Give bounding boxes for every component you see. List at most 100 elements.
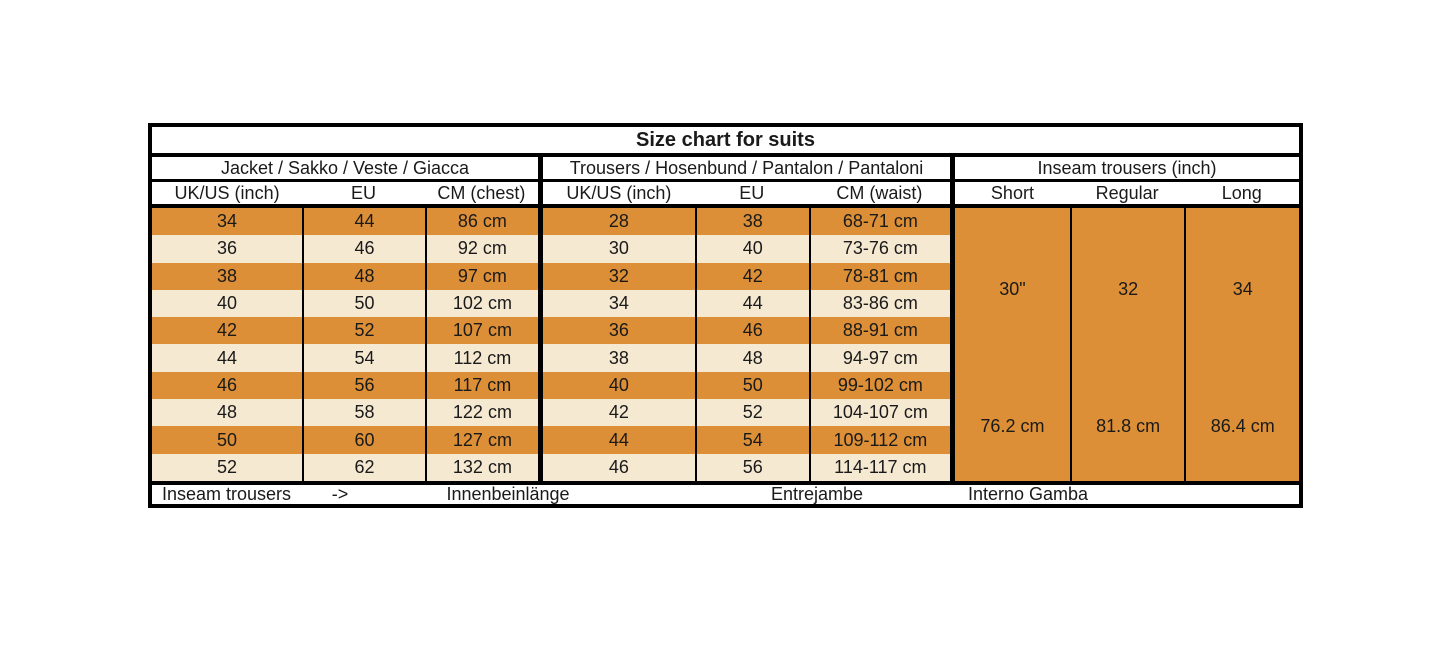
table-row: 38 48 97 cm xyxy=(152,262,538,290)
column-header: EU xyxy=(739,182,765,203)
table-cell: 52 xyxy=(302,317,425,345)
inseam-cm-value: 76.2 cm xyxy=(980,415,1045,436)
table-cell: 28 xyxy=(608,211,629,232)
table-row: 34 44 86 cm xyxy=(152,208,538,236)
table-cell: 60 xyxy=(302,426,425,454)
table-cell: 34 xyxy=(217,211,238,232)
table-row: 38 48 94-97 cm xyxy=(543,344,950,372)
table-cell: 56 xyxy=(302,371,425,400)
inseam-section: Inseam trousers (inch) Short Regular Lon… xyxy=(950,157,1299,481)
inseam-cm-value: 86.4 cm xyxy=(1210,415,1275,436)
inseam-column-long: 34 86.4 cm xyxy=(1184,208,1299,481)
table-row: 44 54 109-112 cm xyxy=(543,426,950,454)
table-cell: 58 xyxy=(302,399,425,427)
table-cell: 109-112 cm xyxy=(808,426,950,454)
table-row: 40 50 102 cm xyxy=(152,289,538,318)
column-header: CM (chest) xyxy=(437,182,526,203)
jacket-rows: 34 44 86 cm 36 46 92 cm 38 48 97 cm 40 50 102 cm 42 5… xyxy=(152,208,538,481)
footer-translations-row: Inseam trousers -> Innenbeinlänge Entrej… xyxy=(152,481,1299,504)
table-row: 32 42 78-81 cm xyxy=(543,262,950,290)
table-cell: 88-91 cm xyxy=(808,317,950,345)
inseam-column-short: 30" 76.2 cm xyxy=(955,208,1070,481)
table-row: 42 52 107 cm xyxy=(152,317,538,345)
table-cell: 86 cm xyxy=(424,208,538,236)
table-row: 46 56 117 cm xyxy=(152,371,538,400)
table-cell: 52 xyxy=(694,399,809,427)
table-row: 52 62 132 cm xyxy=(152,453,538,481)
table-cell: 50 xyxy=(694,371,809,400)
jacket-section: Jacket / Sakko / Veste / Giacca UK/US (i… xyxy=(152,157,538,481)
trousers-column-headers: UK/US (inch) EU CM (waist) xyxy=(543,182,950,208)
table-cell: 54 xyxy=(302,344,425,372)
table-cell: 52 xyxy=(217,456,238,477)
table-cell: 104-107 cm xyxy=(808,399,950,427)
table-cell: 42 xyxy=(694,262,809,290)
table-row: 36 46 92 cm xyxy=(152,235,538,263)
table-cell: 38 xyxy=(694,208,809,236)
column-header: UK/US (inch) xyxy=(566,182,672,203)
table-cell: 36 xyxy=(217,238,238,259)
table-row: 40 50 99-102 cm xyxy=(543,371,950,400)
table-cell: 50 xyxy=(217,429,238,450)
table-cell: 42 xyxy=(608,402,629,423)
inseam-body: 30" 76.2 cm 32 81.8 cm 34 86.4 cm xyxy=(955,208,1299,481)
column-header: UK/US (inch) xyxy=(174,182,280,203)
footer-arrow: -> xyxy=(331,484,349,504)
table-cell: 30 xyxy=(608,238,629,259)
table-cell: 36 xyxy=(608,320,629,341)
table-row: 30 40 73-76 cm xyxy=(543,235,950,263)
table-cell: 46 xyxy=(302,235,425,263)
table-cell: 117 cm xyxy=(424,371,538,400)
footer-label-innenbeinlaenge: Innenbeinlänge xyxy=(446,484,570,504)
table-cell: 44 xyxy=(217,347,238,368)
table-cell: 68-71 cm xyxy=(808,208,950,236)
size-chart-table: Size chart for suits Jacket / Sakko / Ve… xyxy=(148,123,1303,508)
table-cell: 42 xyxy=(217,320,238,341)
table-cell: 56 xyxy=(694,453,809,481)
table-cell: 46 xyxy=(608,456,629,477)
table-cell: 48 xyxy=(302,262,425,290)
table-row: 44 54 112 cm xyxy=(152,344,538,372)
footer-label-entrejambe: Entrejambe xyxy=(770,484,864,504)
inseam-inch-value: 32 xyxy=(1118,279,1139,300)
table-row: 48 58 122 cm xyxy=(152,399,538,427)
table-cell: 48 xyxy=(217,402,238,423)
table-cell: 40 xyxy=(608,374,629,395)
column-header: Short xyxy=(990,182,1034,203)
table-cell: 44 xyxy=(608,429,629,450)
column-header: CM (waist) xyxy=(836,182,923,203)
table-row: 34 44 83-86 cm xyxy=(543,289,950,318)
inseam-column-headers: Short Regular Long xyxy=(955,182,1299,208)
table-cell: 34 xyxy=(608,293,629,314)
table-cell: 99-102 cm xyxy=(808,371,950,400)
table-cell: 92 cm xyxy=(424,235,538,263)
table-cell: 46 xyxy=(217,374,238,395)
inseam-inch-value: 30" xyxy=(999,279,1026,300)
table-title: Size chart for suits xyxy=(152,127,1299,157)
jacket-section-title: Jacket / Sakko / Veste / Giacca xyxy=(152,157,538,182)
inseam-column-regular: 32 81.8 cm xyxy=(1069,208,1185,481)
table-cell: 48 xyxy=(694,344,809,372)
table-sections: Jacket / Sakko / Veste / Giacca UK/US (i… xyxy=(152,157,1299,481)
table-row: 50 60 127 cm xyxy=(152,426,538,454)
table-cell: 50 xyxy=(302,289,425,318)
inseam-section-title: Inseam trousers (inch) xyxy=(955,157,1299,182)
table-cell: 40 xyxy=(217,293,238,314)
footer-label-interno-gamba: Interno Gamba xyxy=(967,484,1089,504)
table-cell: 114-117 cm xyxy=(808,453,950,481)
table-cell: 127 cm xyxy=(424,426,538,454)
table-cell: 94-97 cm xyxy=(808,344,950,372)
table-cell: 83-86 cm xyxy=(808,289,950,318)
table-cell: 132 cm xyxy=(424,453,538,481)
table-cell: 38 xyxy=(608,347,629,368)
jacket-column-headers: UK/US (inch) EU CM (chest) xyxy=(152,182,538,208)
inseam-inch-value: 34 xyxy=(1232,279,1253,300)
table-row: 46 56 114-117 cm xyxy=(543,453,950,481)
trousers-section: Trousers / Hosenbund / Pantalon / Pantal… xyxy=(538,157,950,481)
inseam-cm-value: 81.8 cm xyxy=(1096,415,1161,436)
table-cell: 46 xyxy=(694,317,809,345)
column-header: Long xyxy=(1221,182,1262,203)
table-cell: 122 cm xyxy=(424,399,538,427)
table-cell: 97 cm xyxy=(424,262,538,290)
